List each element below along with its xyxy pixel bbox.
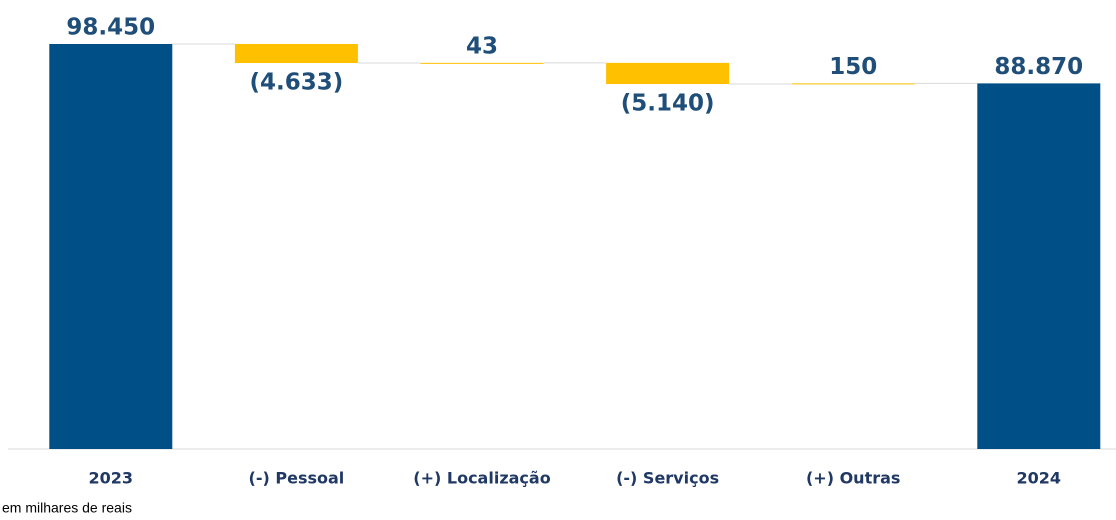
bar	[234, 43, 358, 64]
bar	[791, 83, 915, 85]
bar	[977, 83, 1101, 449]
x-tick-label: (-) Pessoal	[249, 469, 345, 488]
value-label: 150	[829, 54, 877, 80]
value-label: (5.140)	[621, 91, 715, 117]
bar	[420, 62, 544, 64]
bar	[49, 43, 173, 450]
value-label: 88.870	[994, 54, 1083, 80]
value-label: (4.633)	[250, 70, 344, 96]
footnote: em milhares de reais	[2, 500, 132, 516]
x-tick-label: (-) Serviços	[616, 469, 719, 488]
value-label: 43	[466, 33, 498, 59]
x-tick-label: (+) Localização	[413, 469, 550, 488]
x-tick-label: (+) Outras	[806, 469, 900, 488]
x-tick-label: 2024	[1017, 469, 1062, 488]
value-label: 98.450	[66, 14, 155, 40]
x-tick-label: 2023	[89, 469, 134, 488]
bar	[606, 62, 730, 85]
